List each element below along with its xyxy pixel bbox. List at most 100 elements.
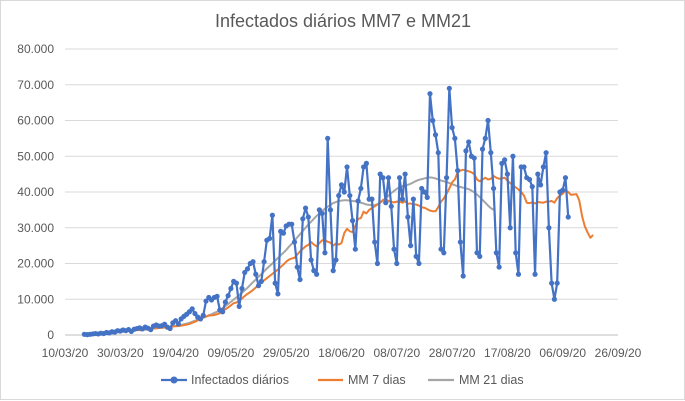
data-point [399, 196, 405, 202]
y-tick-label: 70.000 [17, 78, 54, 92]
data-point [388, 203, 394, 209]
data-point [474, 250, 480, 256]
data-point [535, 171, 541, 177]
data-point [562, 175, 569, 181]
data-point [333, 257, 339, 263]
x-tick-label: 29/05/20 [263, 346, 310, 360]
data-point [396, 175, 403, 181]
data-point [258, 278, 264, 284]
data-point [526, 176, 533, 183]
legend-label-daily: Infectados diários [191, 373, 289, 387]
data-point [344, 164, 350, 170]
data-point [460, 273, 466, 279]
data-point [358, 185, 364, 192]
data-point [513, 250, 519, 256]
data-point [192, 310, 198, 317]
data-point [529, 184, 535, 190]
data-point [167, 325, 173, 332]
data-point [549, 280, 555, 286]
data-point [551, 296, 558, 302]
data-point [521, 164, 527, 170]
data-point [325, 135, 331, 141]
legend-item-mm21[interactable]: MM 21 dias [428, 373, 524, 387]
legend-label-mm7: MM 7 dias [348, 373, 406, 387]
data-point [338, 182, 345, 188]
data-point [424, 194, 430, 200]
x-tick-label: 10/03/20 [42, 346, 89, 360]
data-point [419, 185, 425, 192]
data-point [507, 225, 513, 231]
data-point [446, 85, 452, 91]
data-point [463, 148, 469, 154]
data-point [355, 198, 361, 204]
data-point [391, 246, 397, 252]
data-point [352, 246, 358, 252]
data-point [330, 268, 336, 274]
data-point [377, 171, 383, 177]
y-tick-label: 60.000 [17, 114, 54, 128]
data-point [302, 205, 309, 211]
data-point [222, 299, 228, 305]
y-tick-label: 80.000 [17, 42, 54, 56]
data-point [372, 239, 378, 245]
data-point [272, 280, 278, 286]
data-point [482, 135, 488, 141]
data-point [255, 283, 262, 289]
data-point [443, 175, 450, 181]
data-point [291, 239, 298, 245]
data-point [493, 250, 499, 256]
x-tick-label: 28/07/20 [429, 346, 476, 360]
data-point [488, 150, 494, 156]
data-point [189, 306, 195, 312]
data-point [408, 243, 414, 249]
data-point [316, 207, 322, 213]
data-point [314, 271, 320, 277]
data-point [432, 132, 439, 138]
y-tick-label: 0 [47, 328, 54, 342]
data-point [239, 285, 245, 292]
daily-series-line [84, 87, 570, 336]
data-point [253, 271, 259, 277]
data-point [280, 230, 287, 236]
data-point [515, 271, 522, 277]
data-point [269, 212, 275, 218]
data-point [297, 276, 303, 283]
data-point [308, 257, 314, 263]
data-point [380, 175, 386, 181]
y-tick-label: 20.000 [17, 257, 54, 271]
series-daily [81, 85, 571, 338]
legend-item-daily[interactable]: Infectados diários [161, 373, 289, 387]
data-point [457, 239, 463, 245]
data-point [532, 271, 538, 277]
data-point [430, 117, 436, 124]
data-point [455, 167, 461, 174]
data-point [242, 269, 248, 276]
data-point [148, 327, 154, 333]
data-point [405, 214, 411, 220]
gridlines [65, 48, 618, 336]
data-point [452, 135, 458, 141]
data-point [267, 235, 273, 242]
data-point [197, 316, 204, 322]
data-point [244, 266, 251, 272]
x-tick-label: 18/06/20 [318, 346, 365, 360]
y-axis-ticks: 0 10.000 20.000 30.000 40.000 50.000 60.000 70.… [17, 42, 54, 342]
legend-item-mm7[interactable]: MM 7 dias [318, 373, 406, 387]
data-point [175, 321, 181, 327]
x-tick-label: 06/09/20 [539, 346, 586, 360]
data-point [349, 218, 356, 224]
data-point [305, 214, 311, 220]
data-point [250, 259, 256, 265]
y-tick-label: 30.000 [17, 221, 54, 235]
x-tick-label: 17/08/20 [484, 346, 531, 360]
data-point [504, 171, 510, 177]
y-tick-label: 40.000 [17, 185, 54, 199]
data-point [427, 91, 433, 97]
data-point [394, 260, 400, 267]
data-point [347, 192, 353, 199]
data-point [200, 312, 206, 318]
data-point [361, 164, 367, 170]
data-point [319, 210, 325, 217]
data-point [499, 160, 505, 166]
